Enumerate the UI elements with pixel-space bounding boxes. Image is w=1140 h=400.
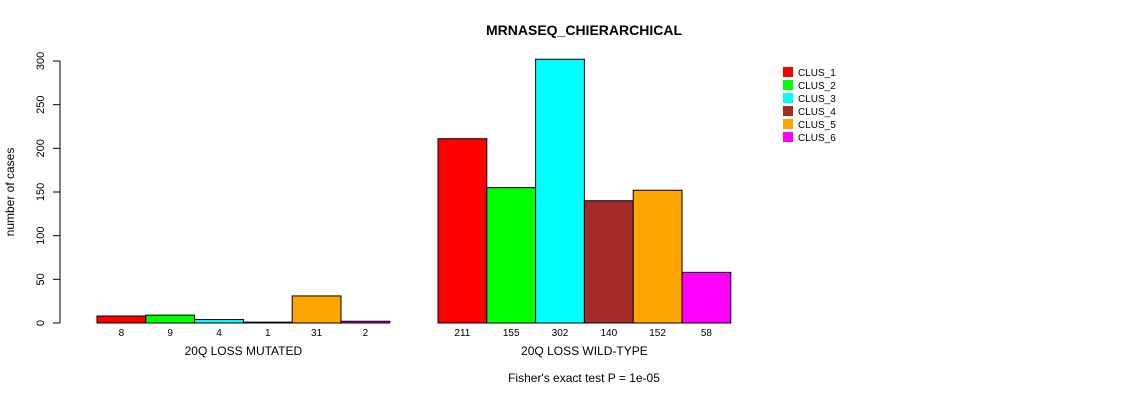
legend-swatch: [783, 119, 793, 129]
bar: [145, 314, 196, 324]
legend-swatch: [783, 93, 793, 103]
legend-swatch: [783, 67, 793, 77]
bar: [681, 271, 732, 324]
bar-count-label: 4: [216, 328, 222, 339]
bar: [583, 200, 634, 324]
bar-count-label: 9: [167, 328, 173, 339]
bar-count-label: 1: [265, 328, 271, 339]
legend-entry: CLUS_6: [798, 133, 836, 144]
chart-title: MRNASEQ_CHIERARCHICAL: [486, 22, 682, 38]
bar-count-label: 31: [311, 328, 323, 339]
bar-count-label: 211: [454, 328, 470, 339]
legend-swatch: [783, 80, 793, 90]
bar: [632, 189, 683, 324]
group-label: 20Q LOSS MUTATED: [185, 344, 303, 358]
bar-count-label: 152: [649, 328, 666, 339]
bar: [437, 138, 488, 324]
bar-count-label: 8: [119, 328, 125, 339]
y-tick-label: 50: [35, 273, 47, 285]
bar-count-label: 155: [503, 328, 520, 339]
legend-swatch: [783, 132, 793, 142]
legend-swatch: [783, 106, 793, 116]
y-tick-label: 300: [35, 52, 47, 70]
bar-group: 8 9 4 1 31 2 20Q LOSS MUTATED: [96, 295, 391, 358]
legend-entry: CLUS_3: [798, 94, 836, 105]
bar-count-label: 2: [363, 328, 369, 339]
bar: [96, 315, 147, 324]
bar-groups: 8 9 4 1 31 2 20Q LOSS MUTATED 211 155 302 140 152 58…: [96, 58, 732, 358]
y-axis-label: number of cases: [3, 148, 17, 237]
y-tick-label: 200: [35, 139, 47, 157]
bar-group: 211 155 302 140 152 58 20Q LOSS WILD-TYPE: [437, 58, 732, 358]
y-tick-label: 250: [35, 95, 47, 113]
legend-entry: CLUS_4: [798, 107, 836, 118]
bar: [242, 321, 293, 324]
group-label: 20Q LOSS WILD-TYPE: [521, 344, 648, 358]
legend: CLUS_1 CLUS_2 CLUS_3 CLUS_4 CLUS_5 CLUS_6: [783, 67, 836, 144]
bar: [486, 187, 537, 324]
bar-count-label: 302: [552, 328, 569, 339]
y-tick-label: 150: [35, 183, 47, 201]
fisher-test-footnote: Fisher's exact test P = 1e-05: [508, 371, 660, 385]
bar: [535, 58, 585, 324]
legend-entry: CLUS_1: [798, 68, 836, 79]
bar-count-label: 140: [600, 328, 617, 339]
y-tick-label: 100: [35, 226, 47, 244]
legend-entry: CLUS_2: [798, 81, 836, 92]
y-tick-label: 0: [35, 320, 47, 326]
bar: [291, 295, 342, 324]
bar-count-label: 58: [701, 328, 713, 339]
bar: [340, 320, 391, 324]
legend-entry: CLUS_5: [798, 120, 836, 131]
y-axis: 0 50 100 150 200 250 300: [35, 52, 61, 326]
bar: [194, 319, 244, 324]
